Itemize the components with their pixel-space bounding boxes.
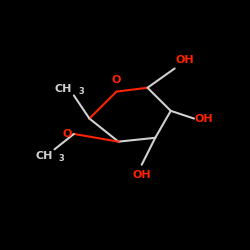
Text: O: O	[112, 75, 121, 85]
Text: OH: OH	[195, 114, 214, 124]
Text: OH: OH	[132, 170, 151, 179]
Text: 3: 3	[79, 88, 84, 96]
Text: 3: 3	[58, 154, 64, 163]
Text: OH: OH	[176, 55, 194, 65]
Text: CH: CH	[35, 151, 52, 161]
Text: CH: CH	[54, 84, 72, 94]
Text: O: O	[62, 129, 72, 139]
